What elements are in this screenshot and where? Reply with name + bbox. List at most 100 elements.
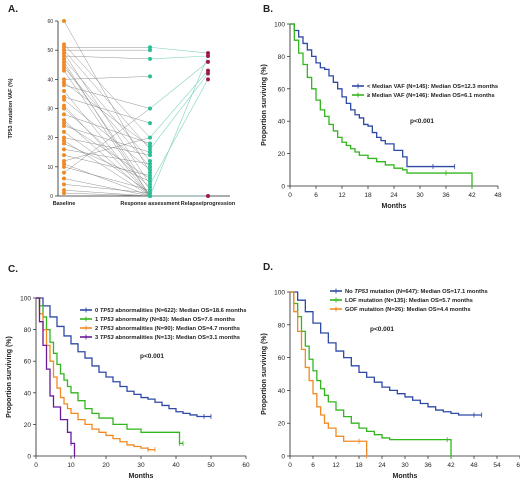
paired-link-a xyxy=(63,137,151,156)
paired-link-a xyxy=(63,76,151,80)
paired-link-a xyxy=(63,192,151,197)
paired-link-a xyxy=(63,52,151,185)
paired-link-a xyxy=(63,99,151,170)
x-tick-label-b: 18 xyxy=(364,192,372,199)
y-tick-label-a: 30 xyxy=(47,107,53,113)
baseline-point xyxy=(62,89,66,93)
y-tick-label-c: 100 xyxy=(20,296,31,303)
paired-link-a xyxy=(63,114,151,144)
paired-link-a xyxy=(63,143,151,182)
survival-curve-d-1 xyxy=(290,291,452,456)
response-point xyxy=(148,194,152,198)
panel-label-a: A. xyxy=(8,4,18,15)
x-axis-title-d: Months xyxy=(393,473,418,480)
baseline-point xyxy=(62,164,66,169)
x-tick-label-d: 0 xyxy=(288,462,292,469)
legend-entry-d: No TP53 mutation (N=647): Median OS=17.1… xyxy=(345,289,488,295)
panel-label-c: C. xyxy=(8,264,18,275)
x-tick-label-b: 6 xyxy=(314,192,318,199)
paired-link-a xyxy=(63,166,151,191)
response-point xyxy=(148,159,152,163)
legend-entry-b: < Median VAF (N=145): Median OS=12.3 mon… xyxy=(367,84,498,90)
x-tick-label-d: 18 xyxy=(355,462,363,469)
panel-c: C. 0 20 40 60 80 100 0 10 20 30 40 50 60 Months Proport… xyxy=(6,264,250,480)
paired-link-relapse-a xyxy=(149,61,209,109)
baseline-point xyxy=(62,159,66,163)
x-category-label-a: Response assessment xyxy=(120,201,179,207)
survival-curve-c-2 xyxy=(36,297,155,451)
response-point xyxy=(148,185,152,190)
paired-link-a xyxy=(63,163,151,197)
legend-entry-c: 1 TP53 abnormality (N=83): Median OS=7.6… xyxy=(95,317,235,323)
response-point xyxy=(148,191,152,196)
response-point xyxy=(148,179,152,184)
baseline-point xyxy=(62,65,66,70)
response-point xyxy=(148,45,152,50)
x-tick-label-c: 60 xyxy=(242,462,250,469)
baseline-point xyxy=(62,176,66,181)
response-point xyxy=(148,167,152,172)
legend-entry-d: LOF mutation (N=135): Median OS=5.7 mont… xyxy=(345,298,473,304)
paired-link-a xyxy=(63,84,151,109)
baseline-point xyxy=(62,161,66,166)
p-value-c: p<0.001 xyxy=(140,353,164,360)
baseline-point xyxy=(62,135,66,140)
y-axis-title-c: Proportion surviving (%) xyxy=(6,336,13,418)
paired-link-a xyxy=(63,67,151,167)
p-value-b: p<0.001 xyxy=(410,118,434,125)
baseline-point xyxy=(62,68,66,73)
response-point xyxy=(148,170,152,175)
response-point xyxy=(148,135,152,140)
baseline-point xyxy=(62,191,66,196)
baseline-point xyxy=(62,112,66,117)
relapse-point xyxy=(206,51,210,56)
x-axis-title-b: Months xyxy=(382,203,407,210)
y-tick-label-c: 20 xyxy=(24,422,32,429)
baseline-point xyxy=(62,42,66,47)
paired-link-a xyxy=(63,122,151,179)
response-point xyxy=(148,161,152,166)
x-tick-label-c: 10 xyxy=(67,462,75,469)
paired-link-a xyxy=(63,108,151,173)
y-tick-label-b: 40 xyxy=(278,119,286,126)
p-value-d: p<0.001 xyxy=(370,326,394,333)
relapse-point xyxy=(206,68,210,73)
paired-link-relapse-a xyxy=(149,55,209,197)
response-point xyxy=(148,182,152,187)
survival-curve-b-1 xyxy=(290,23,473,186)
x-tick-label-c: 0 xyxy=(34,462,38,469)
baseline-point xyxy=(62,80,66,85)
paired-link-relapse-a xyxy=(149,70,209,138)
baseline-point xyxy=(62,153,66,158)
response-point xyxy=(148,164,152,169)
relapse-point xyxy=(206,77,210,82)
paired-link-a xyxy=(63,184,151,194)
x-tick-label-d: 30 xyxy=(401,462,409,469)
panel-label-d: D. xyxy=(263,262,273,273)
x-tick-label-d: 54 xyxy=(493,462,501,469)
response-point xyxy=(148,144,152,149)
baseline-point xyxy=(62,56,66,61)
paired-link-a xyxy=(63,137,151,162)
response-point xyxy=(148,106,152,111)
paired-link-a xyxy=(63,154,151,176)
baseline-point xyxy=(62,106,66,111)
x-tick-label-c: 30 xyxy=(137,462,145,469)
x-tick-label-d: 60 xyxy=(516,462,520,469)
y-tick-label-b: 0 xyxy=(281,184,285,191)
x-axis-title-c: Months xyxy=(129,473,154,480)
y-tick-label-d: 80 xyxy=(278,322,286,329)
y-tick-label-a: 50 xyxy=(47,48,53,54)
x-tick-label-d: 36 xyxy=(424,462,432,469)
response-point xyxy=(148,48,152,53)
paired-link-a xyxy=(63,125,151,153)
x-tick-label-b: 36 xyxy=(442,192,450,199)
paired-link-a xyxy=(63,82,151,147)
paired-link-relapse-a xyxy=(149,73,209,150)
legend-entry-c: 3 TP53 abnormalities (N=13): Median OS=3… xyxy=(95,335,240,341)
y-tick-label-b: 20 xyxy=(278,151,286,158)
y-tick-label-c: 40 xyxy=(24,390,32,397)
relapse-point xyxy=(206,71,210,76)
baseline-point xyxy=(62,182,66,187)
x-category-label-a: Relapse/progression xyxy=(181,201,236,207)
